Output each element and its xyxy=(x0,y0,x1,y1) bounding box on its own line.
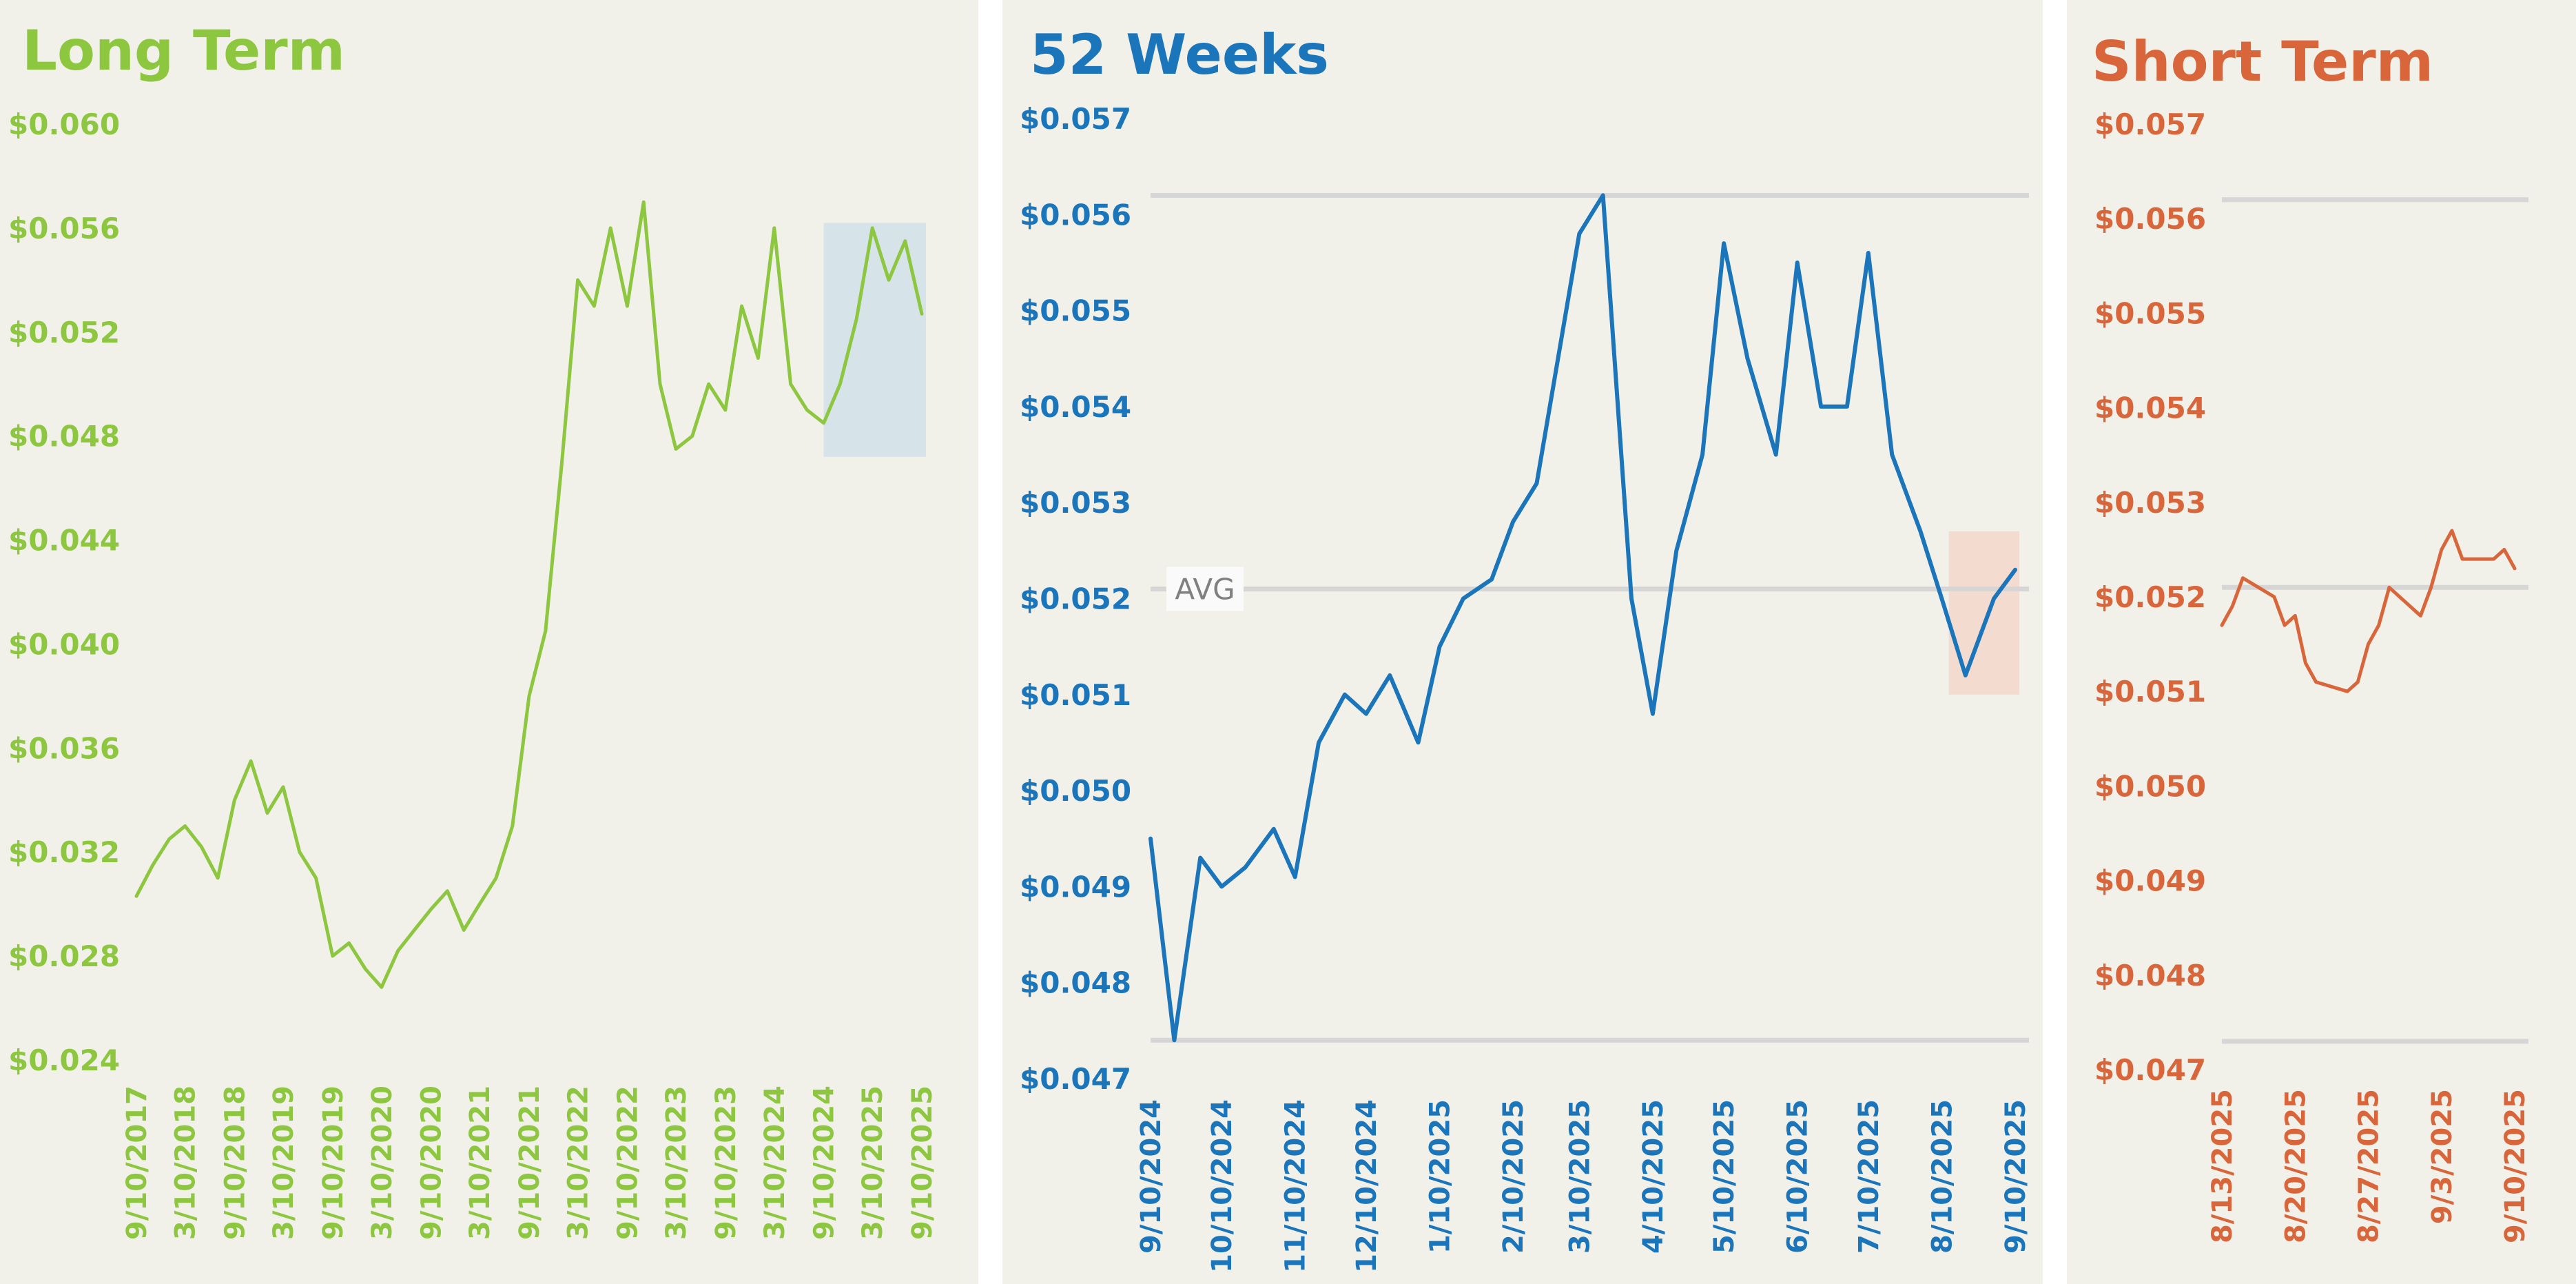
y-tick-label: $0.052 xyxy=(2094,580,2206,614)
52-weeks-title: 52 Weeks xyxy=(1030,23,1329,87)
y-tick-label: $0.053 xyxy=(1020,486,1131,520)
y-tick-label: $0.047 xyxy=(2094,1053,2206,1087)
y-tick-label: $0.040 xyxy=(8,627,120,661)
x-tick-label: 8/27/2025 xyxy=(2353,1089,2385,1243)
x-tick-label: 9/10/2021 xyxy=(514,1086,546,1240)
x-tick-label: 4/10/2025 xyxy=(1638,1099,1669,1254)
price-line xyxy=(134,200,924,989)
x-tick-label: 9/10/2019 xyxy=(318,1086,349,1240)
price-line xyxy=(1148,193,2017,1043)
x-tick-label: 11/10/2024 xyxy=(1280,1099,1312,1273)
x-tick-label: 3/10/2025 xyxy=(1564,1099,1596,1254)
x-tick-label: 9/10/2025 xyxy=(2000,1099,2032,1254)
y-tick-label: $0.050 xyxy=(1020,774,1131,808)
x-tick-label: 3/10/2019 xyxy=(268,1086,300,1240)
y-tick-label: $0.056 xyxy=(2094,202,2206,236)
x-tick-label: 1/10/2025 xyxy=(1424,1099,1456,1254)
y-tick-label: $0.028 xyxy=(8,939,120,973)
x-tick-label: 3/10/2024 xyxy=(759,1086,791,1240)
x-tick-label: 8/13/2025 xyxy=(2207,1089,2238,1243)
short-term-chart: $0.057 $0.056 $0.055 $0.054 $0.053 $0.052 $0.0… xyxy=(2094,108,2531,1243)
x-tick-label: 6/10/2025 xyxy=(1782,1099,1814,1254)
y-tick-label: $0.052 xyxy=(1020,582,1131,616)
y-tick-label: $0.050 xyxy=(2094,769,2206,803)
y-tick-label: $0.032 xyxy=(8,835,120,869)
x-tick-label: 9/10/2024 xyxy=(809,1086,841,1240)
y-tick-label: $0.053 xyxy=(2094,486,2206,520)
x-tick-label: 9/10/2025 xyxy=(2500,1089,2531,1243)
x-tick-label: 9/3/2025 xyxy=(2426,1089,2458,1224)
x-tick-label: 9/10/2018 xyxy=(219,1086,251,1240)
y-tick-label: $0.048 xyxy=(1020,966,1131,1000)
x-tick-label: 10/10/2024 xyxy=(1206,1099,1238,1273)
y-tick-label: $0.047 xyxy=(1020,1062,1131,1096)
short-term-panel: Short Term $0.057 $0.056 $0.055 $0.054 $0.05… xyxy=(2067,0,2576,1284)
avg-label: AVG xyxy=(1175,573,1235,607)
y-tick-label: $0.048 xyxy=(8,420,120,454)
x-tick-label: 5/10/2025 xyxy=(1709,1099,1740,1254)
highlight-region xyxy=(1948,531,2019,695)
y-tick-label: $0.051 xyxy=(2094,675,2206,709)
short-term-title: Short Term xyxy=(2092,30,2434,94)
y-tick-label: $0.024 xyxy=(8,1043,120,1077)
y-tick-label: $0.044 xyxy=(8,524,120,558)
x-tick-label: 7/10/2025 xyxy=(1853,1099,1885,1254)
long-term-title: Long Term xyxy=(22,19,346,83)
x-tick-label: 2/10/2025 xyxy=(1498,1099,1529,1254)
long-term-panel: Long Term $0.060 $0.056 $0.052 $0.048 $0.044… xyxy=(0,0,978,1284)
x-tick-label: 3/10/2023 xyxy=(661,1086,692,1240)
52-weeks-panel: 52 Weeks AVG $0.057 $0.056 $0.055 $0.054 $0.0… xyxy=(1002,0,2043,1284)
x-tick-label: 9/10/2017 xyxy=(121,1086,153,1240)
avg-label-box xyxy=(1166,567,1244,611)
y-tick-label: $0.049 xyxy=(1020,870,1131,904)
y-tick-label: $0.054 xyxy=(1020,390,1131,424)
y-tick-label: $0.055 xyxy=(2094,296,2206,330)
x-tick-label: 3/10/2025 xyxy=(857,1086,889,1240)
x-tick-label: 3/10/2020 xyxy=(367,1086,398,1240)
x-tick-label: 3/10/2018 xyxy=(170,1086,202,1240)
long-term-chart: $0.060 $0.056 $0.052 $0.048 $0.044 $0.040 $0.0… xyxy=(8,108,938,1240)
x-tick-label: 9/10/2023 xyxy=(710,1086,742,1240)
y-tick-label: $0.052 xyxy=(8,316,120,349)
y-tick-label: $0.060 xyxy=(8,108,120,141)
x-tick-label: 9/10/2025 xyxy=(907,1086,938,1240)
y-tick-label: $0.055 xyxy=(1020,294,1131,328)
y-tick-label: $0.051 xyxy=(1020,678,1131,712)
x-tick-label: 9/10/2020 xyxy=(416,1086,448,1240)
y-tick-label: $0.036 xyxy=(8,731,120,765)
x-tick-label: 9/10/2024 xyxy=(1135,1099,1167,1254)
y-tick-label: $0.057 xyxy=(1020,102,1131,136)
y-tick-label: $0.054 xyxy=(2094,391,2206,425)
price-line xyxy=(2220,529,2517,693)
x-tick-label: 3/10/2022 xyxy=(563,1086,595,1240)
y-tick-label: $0.057 xyxy=(2094,108,2206,141)
x-tick-label: 8/10/2025 xyxy=(1926,1099,1958,1254)
y-tick-label: $0.048 xyxy=(2094,959,2206,992)
x-tick-label: 9/10/2022 xyxy=(612,1086,643,1240)
52-weeks-chart: AVG $0.057 $0.056 $0.055 $0.054 $0.053 $0.052 $… xyxy=(1020,102,2032,1273)
y-tick-label: $0.056 xyxy=(1020,198,1131,232)
x-tick-label: 3/10/2021 xyxy=(464,1086,496,1240)
y-tick-label: $0.049 xyxy=(2094,864,2206,898)
y-tick-label: $0.056 xyxy=(8,212,120,245)
x-tick-label: 8/20/2025 xyxy=(2280,1089,2311,1243)
x-tick-label: 12/10/2024 xyxy=(1351,1099,1383,1273)
